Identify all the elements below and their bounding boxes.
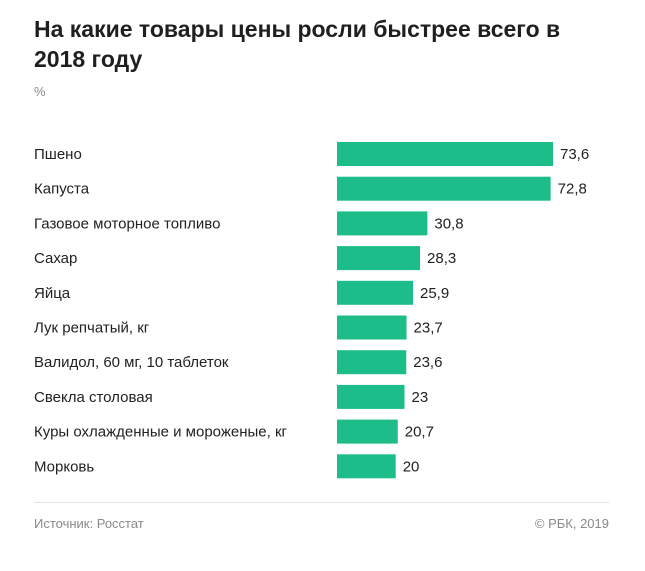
value-label: 23,7 [414,320,443,337]
bar [337,176,551,201]
value-label: 28,3 [427,250,456,267]
footer-divider [34,502,609,503]
value-label: 73,6 [560,146,589,163]
bar [337,384,405,409]
category-label: Куры охлажденные и мороженые, кг [34,424,288,441]
category-label: Капуста [34,181,90,198]
bar [337,211,428,236]
chart-unit: % [34,84,46,99]
category-label: Сахар [34,250,77,267]
bar [337,315,407,340]
source-note: Источник: Росстат [34,516,144,531]
bar [337,142,553,166]
bar [337,246,421,271]
value-label: 72,8 [558,181,587,198]
category-label: Свекла столовая [34,389,153,406]
bar [337,350,407,375]
category-label: Пшено [34,146,82,163]
chart-title: На какие товары цены росли быстрее всего… [34,16,561,72]
value-label: 25,9 [420,285,449,302]
bar [337,419,398,444]
value-label: 20,7 [405,424,434,441]
category-label: Лук репчатый, кг [34,320,150,337]
category-label: Газовое моторное топливо [34,215,220,232]
bar [337,454,396,479]
bar-chart: Пшено 73,6 Капуста 72,8 Газовое моторное топ… [34,142,589,479]
category-label: Морковь [34,458,94,475]
copyright-note: © РБК, 2019 [534,516,609,531]
value-label: 23,6 [413,354,442,371]
value-label: 23 [412,389,429,406]
value-label: 30,8 [434,215,463,232]
bar [337,280,414,305]
category-label: Валидол, 60 мг, 10 таблеток [34,354,229,371]
category-label: Яйца [34,285,71,302]
value-label: 20 [403,458,420,475]
